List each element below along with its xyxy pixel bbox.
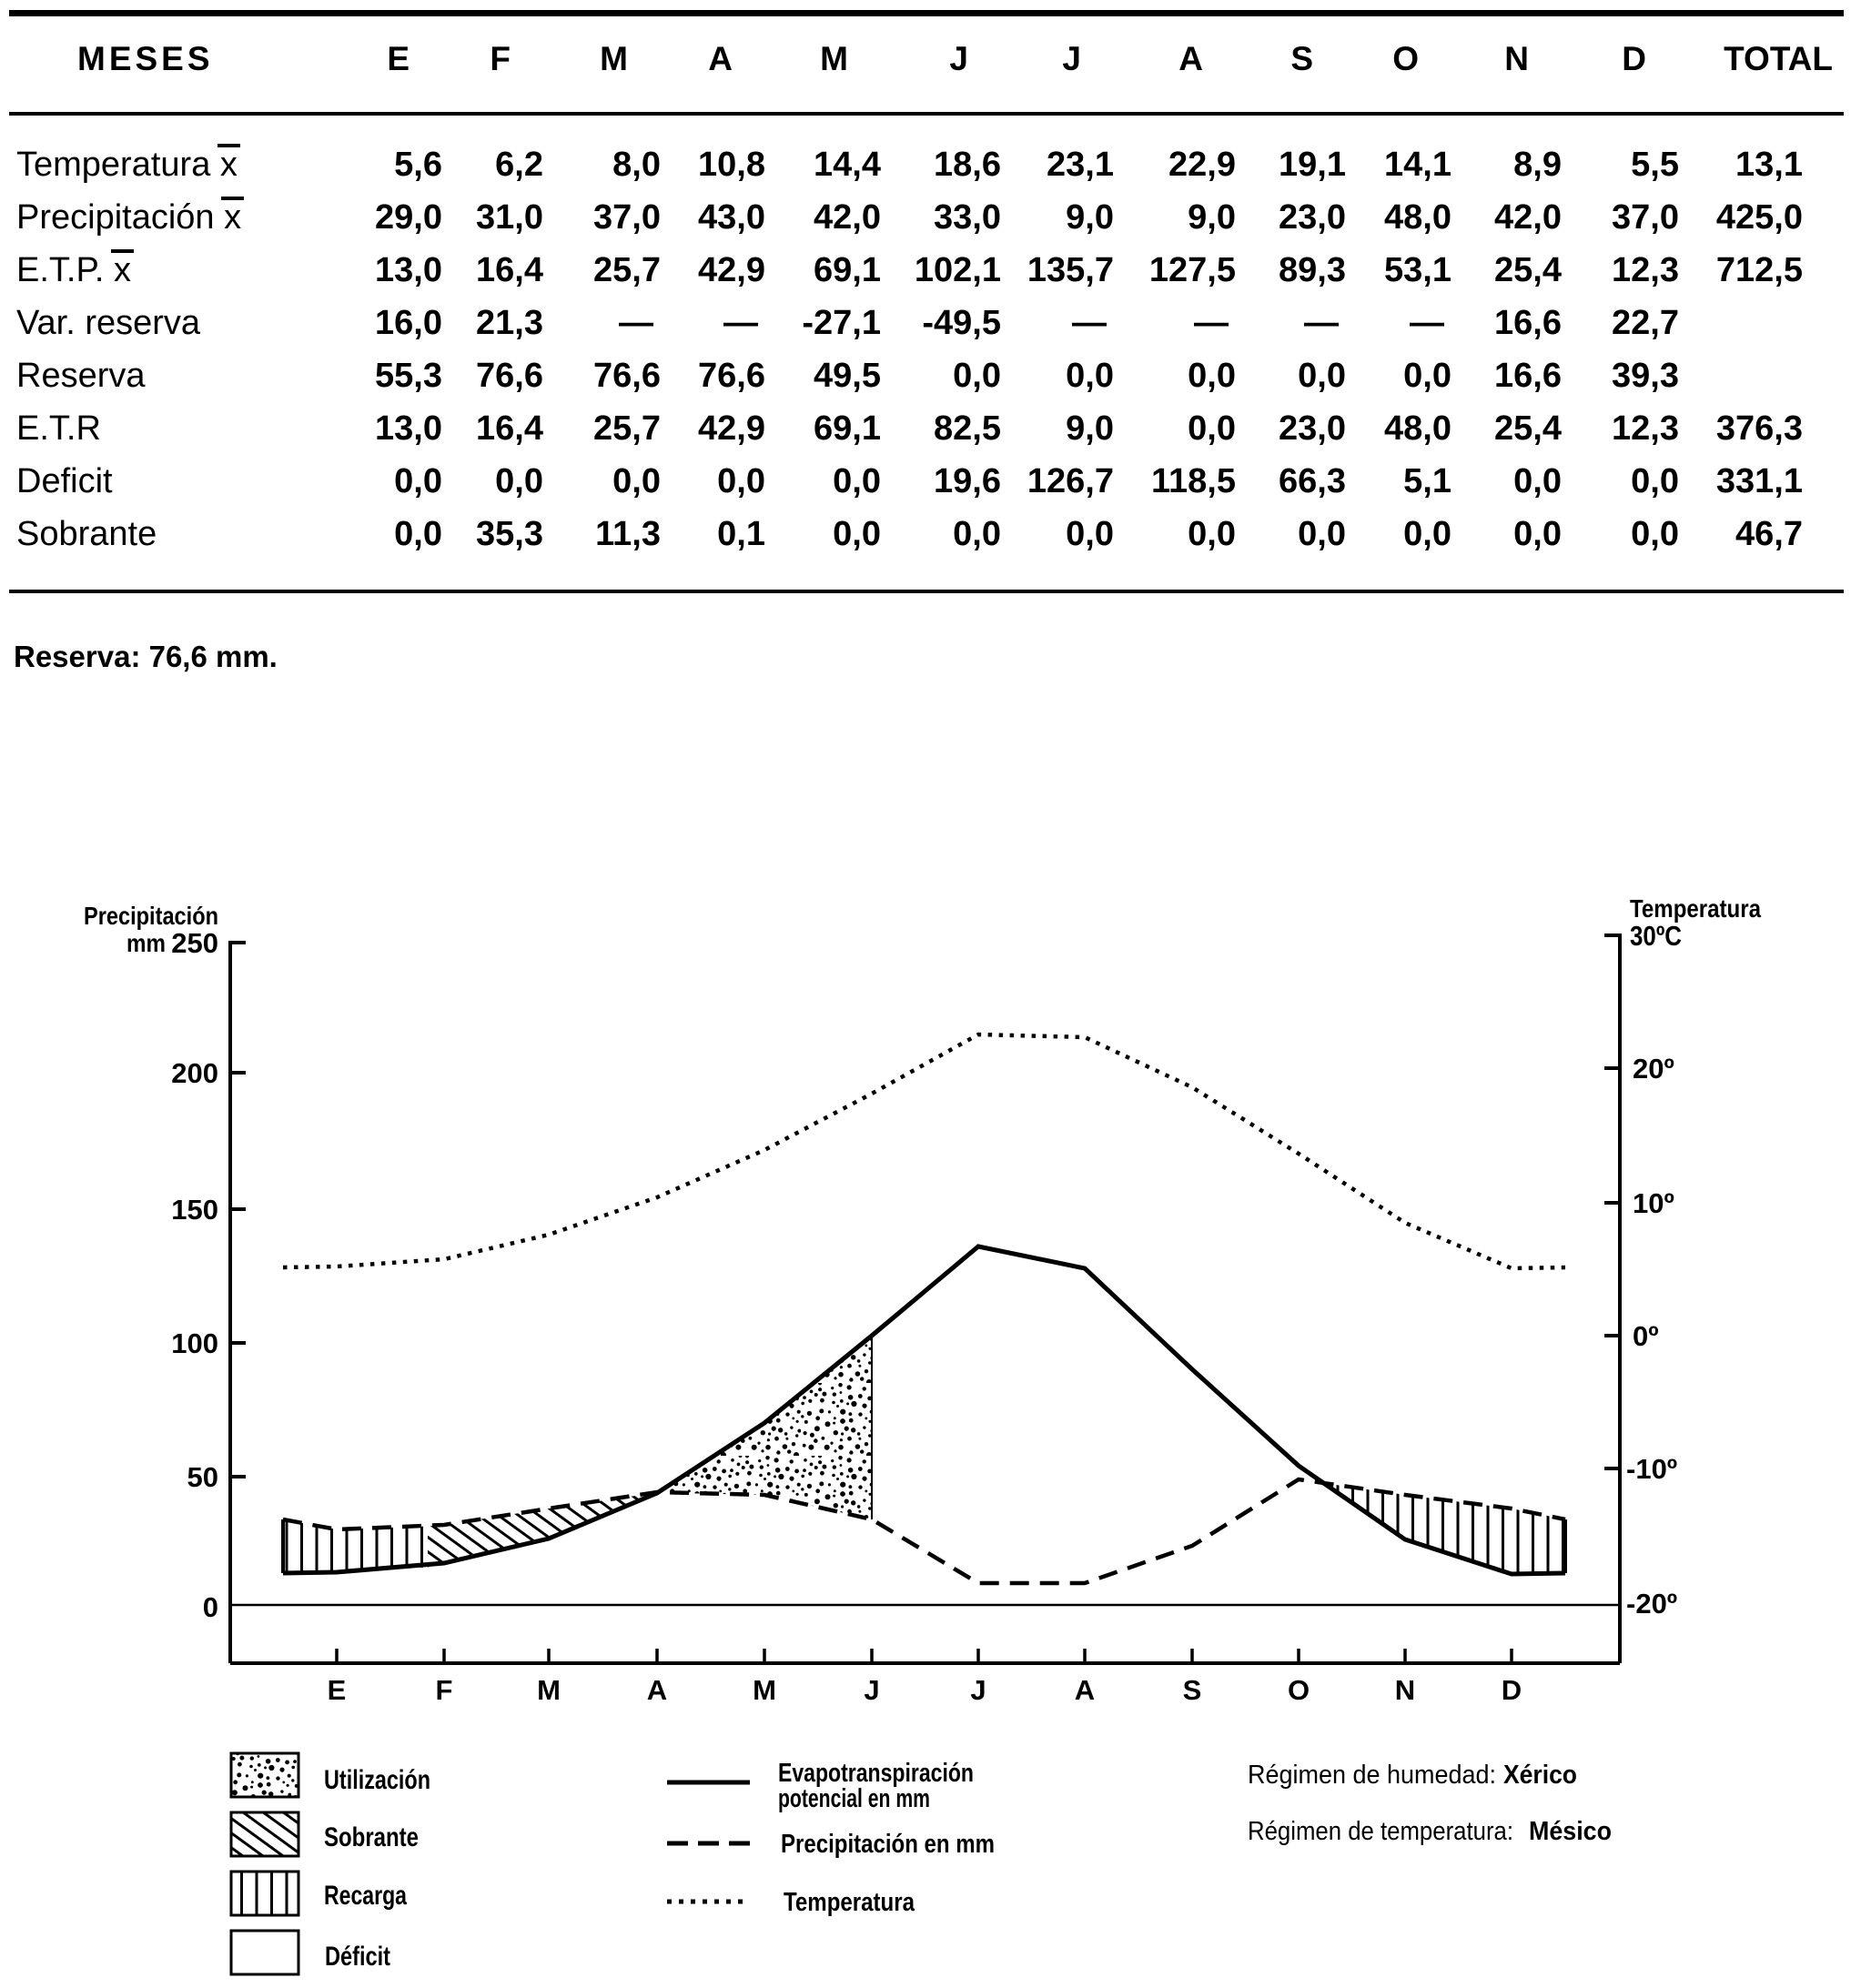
svg-text:J: J [970,1674,986,1706]
svg-text:-20º: -20º [1626,1588,1677,1620]
svg-text:Régimen de humedad:: Régimen de humedad: [1248,1761,1496,1790]
svg-text:Déficit: Déficit [325,1942,390,1972]
svg-text:N: N [1395,1674,1415,1706]
svg-text:0º: 0º [1633,1320,1659,1352]
svg-text:Régimen de temperatura:: Régimen de temperatura: [1248,1817,1513,1846]
svg-text:50: 50 [187,1461,218,1493]
svg-text:A: A [647,1674,667,1706]
svg-text:mm: mm [126,929,166,957]
svg-text:Temperatura: Temperatura [784,1888,915,1917]
svg-text:Precipitación: Precipitación [84,902,218,930]
svg-text:Temperatura: Temperatura [1630,894,1761,923]
svg-text:Precipitación en mm: Precipitación en mm [781,1830,995,1859]
svg-text:M: M [753,1674,776,1706]
svg-text:10º: 10º [1633,1187,1674,1219]
svg-text:A: A [1075,1674,1095,1706]
svg-text:Evapotranspiración: Evapotranspiración [778,1759,974,1788]
svg-text:E: E [328,1674,347,1706]
svg-text:F: F [436,1674,453,1706]
svg-text:D: D [1502,1674,1522,1706]
svg-text:20º: 20º [1633,1053,1674,1085]
svg-text:30ºC: 30ºC [1630,920,1682,952]
svg-text:100: 100 [171,1327,218,1359]
svg-text:250: 250 [171,927,218,959]
svg-text:S: S [1183,1674,1202,1706]
svg-text:0: 0 [203,1591,218,1623]
svg-text:Utilización: Utilización [324,1765,430,1795]
svg-text:Mésico: Mésico [1529,1817,1612,1846]
svg-text:-10º: -10º [1626,1453,1677,1485]
svg-text:150: 150 [171,1194,218,1226]
svg-text:J: J [864,1674,879,1706]
svg-text:200: 200 [171,1057,218,1089]
svg-text:M: M [537,1674,561,1706]
svg-text:Sobrante: Sobrante [324,1822,419,1852]
svg-text:Xérico: Xérico [1503,1761,1577,1790]
svg-text:Recarga: Recarga [324,1881,407,1911]
svg-text:O: O [1288,1674,1310,1706]
svg-text:potencial en mm: potencial en mm [778,1784,930,1813]
